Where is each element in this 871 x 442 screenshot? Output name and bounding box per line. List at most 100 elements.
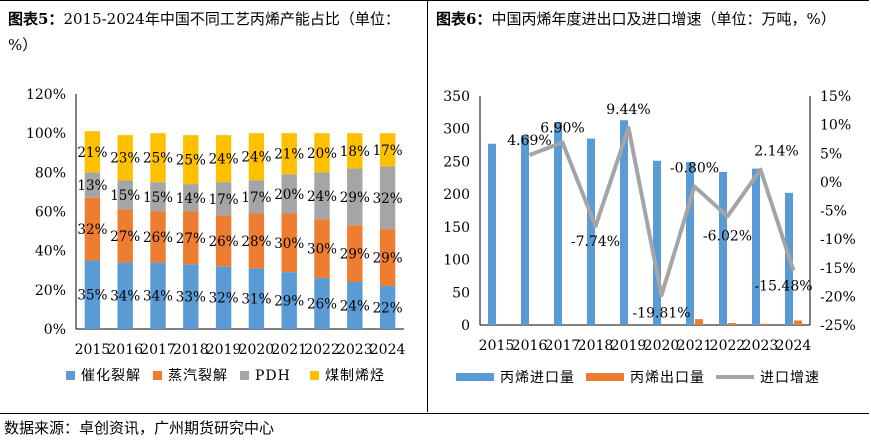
panel-divider: [427, 0, 428, 412]
data-label: 21%: [274, 147, 304, 163]
import-bar: [620, 120, 628, 325]
import-bar: [686, 162, 694, 325]
bar-segment: [379, 229, 396, 286]
bar-segment: [150, 182, 166, 212]
data-label: 24%: [307, 189, 337, 205]
import-bar: [554, 122, 562, 325]
right-y-tick-label: -20%: [820, 289, 856, 305]
growth-label: -0.80%: [670, 160, 719, 176]
left-chart-title: 图表5：2015-2024年中国不同工艺丙烯产能占比（单位：%）: [8, 10, 400, 54]
data-label: 29%: [274, 294, 304, 310]
legend-swatch: [310, 371, 319, 380]
bar-segment: [347, 225, 363, 282]
legend-swatch: [153, 371, 162, 380]
data-label: 31%: [241, 292, 271, 308]
legend-label: 蒸汽裂解: [168, 368, 228, 384]
export-bar: [695, 319, 703, 325]
x-tick-label: 2019: [611, 338, 647, 354]
import-bar: [752, 168, 760, 325]
x-tick-label: 2015: [479, 338, 515, 354]
x-tick-label: 2016: [512, 338, 548, 354]
y-tick-label: 120%: [26, 87, 66, 103]
bar-segment: [248, 133, 265, 181]
left-y-tick-label: 200: [443, 187, 470, 203]
data-label: 28%: [241, 234, 271, 250]
bar-segment: [347, 168, 363, 226]
bar-segment: [117, 262, 133, 329]
x-tick-label: 2021: [677, 338, 713, 354]
x-tick-label: 2019: [206, 342, 242, 358]
x-tick-label: 2016: [107, 342, 143, 358]
growth-label: -7.74%: [571, 234, 620, 250]
data-label: 14%: [176, 191, 206, 207]
x-tick-label: 2015: [75, 342, 111, 358]
y-tick-label: 60%: [35, 205, 66, 221]
bar-segment: [314, 278, 330, 329]
legend-swatch: [240, 371, 249, 380]
import-export-chart: 0 50 100 150 200 250 300 350 -25% -20% -15% -10% -5%…: [443, 89, 856, 386]
right-y-tick-label: 0%: [820, 175, 842, 191]
data-label: 15%: [110, 188, 140, 204]
bar-segment: [281, 133, 297, 175]
data-label: 32%: [77, 222, 107, 238]
data-label: 21%: [77, 145, 107, 161]
left-y-tick-label: 250: [443, 154, 470, 170]
legend-label: 丙烯进口量: [500, 370, 575, 386]
bar-segment: [248, 213, 265, 269]
bar-segment: [215, 182, 232, 216]
bar-segment: [183, 184, 199, 212]
bar-segment: [84, 260, 101, 329]
left-y-tick-label: 350: [443, 89, 470, 105]
bar-segment: [117, 209, 133, 263]
growth-line: [528, 125, 796, 298]
y-tick-label: 0%: [44, 322, 66, 338]
bar-segment: [347, 282, 363, 329]
x-tick-label: 2024: [370, 342, 406, 358]
data-label: 34%: [110, 289, 140, 305]
data-label: 26%: [209, 234, 239, 250]
left-y-tick-label: 100: [443, 253, 470, 269]
right-chart-title: 图表6：中国丙烯年度进出口及进口增速（单位：万吨，%）: [436, 10, 836, 28]
y-tick-label: 20%: [35, 283, 66, 299]
bar-segment: [281, 213, 297, 273]
growth-label: 6.90%: [540, 120, 584, 136]
data-label: 25%: [143, 151, 173, 167]
data-label: 34%: [143, 289, 173, 305]
growth-label: -15.48%: [754, 278, 812, 294]
bar-segment: [379, 285, 396, 329]
data-label: 29%: [373, 251, 403, 267]
data-label: 27%: [110, 229, 140, 245]
data-label: 32%: [209, 291, 239, 307]
data-label: 13%: [77, 178, 107, 194]
export-bar: [794, 320, 802, 325]
data-label: 26%: [307, 297, 337, 313]
x-tick-label: 2017: [545, 338, 581, 354]
growth-label: -6.02%: [703, 228, 752, 244]
bar-segment: [379, 166, 396, 230]
legend-label: 催化裂解: [81, 368, 141, 384]
left-y-tick-label: 150: [443, 220, 470, 236]
legend-label: PDH: [255, 368, 291, 384]
bar-segment: [84, 197, 101, 261]
right-y-tick-label: 10%: [820, 118, 851, 134]
bar-segment: [281, 272, 297, 329]
data-label: 25%: [176, 153, 206, 169]
data-label: 17%: [373, 143, 403, 159]
legend-swatch: [66, 371, 75, 380]
import-bar: [521, 135, 529, 325]
growth-label: 9.44%: [606, 102, 650, 118]
import-bar: [587, 138, 595, 325]
y-tick-label: 80%: [35, 165, 66, 181]
bar-segment: [314, 219, 330, 279]
x-tick-label: 2020: [239, 342, 275, 358]
data-label: 15%: [143, 190, 173, 206]
bar-segment: [215, 266, 232, 329]
left-y-tick-label: 50: [452, 285, 470, 301]
data-label: 29%: [340, 190, 370, 206]
y-tick-label: 100%: [26, 126, 66, 142]
export-bar: [761, 323, 769, 325]
bar-segment: [215, 135, 232, 183]
bar-segment: [281, 174, 297, 214]
bar-segment: [183, 264, 199, 329]
data-label: 24%: [241, 150, 271, 166]
